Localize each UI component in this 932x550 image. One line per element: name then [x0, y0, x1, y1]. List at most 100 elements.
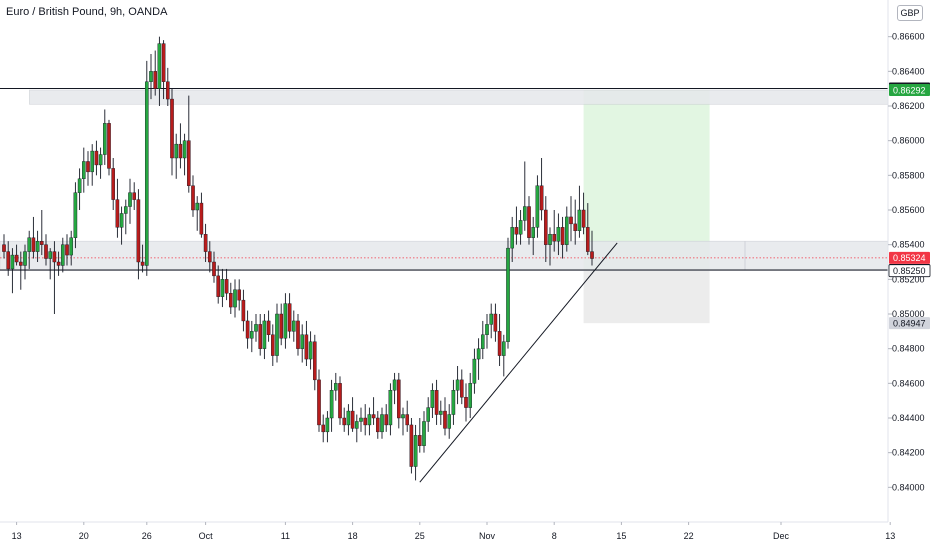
- candle-body-130: [548, 234, 552, 245]
- candle-body-86: [363, 417, 368, 426]
- x-tick-label-0: 13: [12, 531, 22, 541]
- candle-body-57: [241, 299, 246, 322]
- candle-body-54: [228, 293, 233, 308]
- price-badge-2[interactable]: [889, 251, 930, 264]
- candle-body-48: [203, 234, 208, 252]
- candle-body-131: [552, 234, 556, 242]
- y-tick-label-2: 0.86400: [892, 66, 925, 76]
- candle-body-42: [178, 143, 183, 159]
- candle-body-68: [287, 303, 292, 332]
- candle-body-80: [338, 383, 342, 419]
- candle-body-27: [115, 199, 120, 228]
- candle-body-23: [98, 154, 103, 166]
- candle-body-62: [262, 320, 267, 349]
- candle-body-115: [485, 324, 489, 335]
- currency-selector[interactable]: GBP: [897, 5, 923, 21]
- candle-body-22: [94, 150, 99, 166]
- candle-body-92: [388, 390, 393, 426]
- candle-body-89: [376, 417, 380, 433]
- candle-body-118: [497, 331, 502, 356]
- candle-body-59: [249, 331, 254, 339]
- x-tick-label-2: 26: [142, 531, 152, 541]
- candle-body-74: [313, 341, 317, 381]
- x-tick-label-10: 22: [684, 531, 694, 541]
- price-badge-1[interactable]: [889, 84, 930, 97]
- y-tick-label-14: 0.84000: [892, 482, 925, 492]
- candle-body-132: [556, 227, 561, 242]
- candle-body-107: [451, 390, 456, 415]
- candle-body-128: [539, 185, 544, 211]
- x-tick-label-1: 20: [79, 531, 89, 541]
- candle-body-101: [426, 407, 431, 422]
- price-badge-5[interactable]: [889, 317, 930, 330]
- candle-body-137: [577, 209, 582, 231]
- candle-body-91: [384, 414, 389, 426]
- candle-body-15: [65, 244, 69, 256]
- candle-body-136: [573, 223, 577, 232]
- candle-body-111: [468, 383, 473, 408]
- candle-body-16: [69, 237, 73, 256]
- candle-body-51: [216, 275, 221, 297]
- candle-body-66: [279, 313, 284, 339]
- candle-body-114: [481, 334, 485, 349]
- candle-body-87: [367, 414, 372, 426]
- candle-body-20: [86, 161, 90, 173]
- chart-title: Euro / British Pound, 9h, OANDA: [6, 6, 168, 18]
- loss-zone[interactable]: [583, 269, 710, 324]
- profit-zone[interactable]: [583, 90, 710, 270]
- candle-body-17: [73, 192, 78, 238]
- candle-body-9: [40, 240, 44, 245]
- x-tick-label-6: 25: [415, 531, 425, 541]
- candle-body-7: [31, 237, 36, 252]
- candle-body-100: [422, 421, 426, 446]
- candle-body-33: [140, 261, 145, 266]
- candle-body-102: [430, 390, 435, 408]
- candle-body-31: [132, 192, 137, 200]
- candle-body-35: [149, 71, 153, 82]
- candle-body-39: [165, 81, 170, 100]
- candle-body-126: [531, 227, 535, 238]
- candle-body-30: [128, 192, 132, 207]
- candle-body-90: [380, 414, 384, 433]
- candle-body-84: [355, 421, 359, 429]
- price-badge-4[interactable]: [888, 264, 931, 278]
- candle-body-25: [107, 123, 111, 169]
- candle-body-133: [560, 227, 565, 245]
- y-tick-label-1: 0.86600: [892, 32, 925, 42]
- candle-body-134: [565, 216, 569, 245]
- candle-body-121: [510, 227, 515, 249]
- candle-body-95: [401, 414, 405, 419]
- candle-body-12: [52, 251, 57, 263]
- trendline[interactable]: [419, 242, 618, 483]
- zone-rect-0[interactable]: [29, 89, 889, 105]
- candle-body-4: [19, 261, 23, 266]
- candle-body-44: [186, 140, 191, 186]
- candle-body-79: [334, 383, 338, 391]
- candle-body-14: [61, 244, 65, 266]
- candle-body-19: [81, 161, 86, 179]
- y-tick-label-6: 0.85600: [892, 205, 925, 215]
- y-tick-label-9: 0.85000: [892, 309, 925, 319]
- candle-body-110: [464, 397, 468, 408]
- zone-rect-1[interactable]: [0, 240, 889, 271]
- candle-body-123: [518, 220, 523, 235]
- price-badge-label-2: 0.85324: [893, 253, 926, 263]
- candle-body-1: [6, 251, 10, 270]
- candle-body-32: [136, 199, 141, 263]
- candle-body-38: [161, 43, 166, 82]
- candle-body-135: [569, 216, 573, 225]
- y-tick-label-4: 0.86000: [892, 136, 925, 146]
- candle-body-81: [342, 417, 347, 426]
- candle-body-64: [271, 334, 275, 356]
- candle-body-26: [111, 168, 115, 200]
- candle-body-72: [304, 334, 309, 360]
- candle-body-69: [292, 320, 296, 332]
- candle-body-65: [275, 313, 279, 356]
- candle-body-125: [527, 206, 531, 238]
- y-tick-label-8: 0.85200: [892, 274, 925, 284]
- candle-body-24: [102, 123, 107, 155]
- candle-body-122: [514, 227, 519, 235]
- candle-body-76: [321, 424, 326, 433]
